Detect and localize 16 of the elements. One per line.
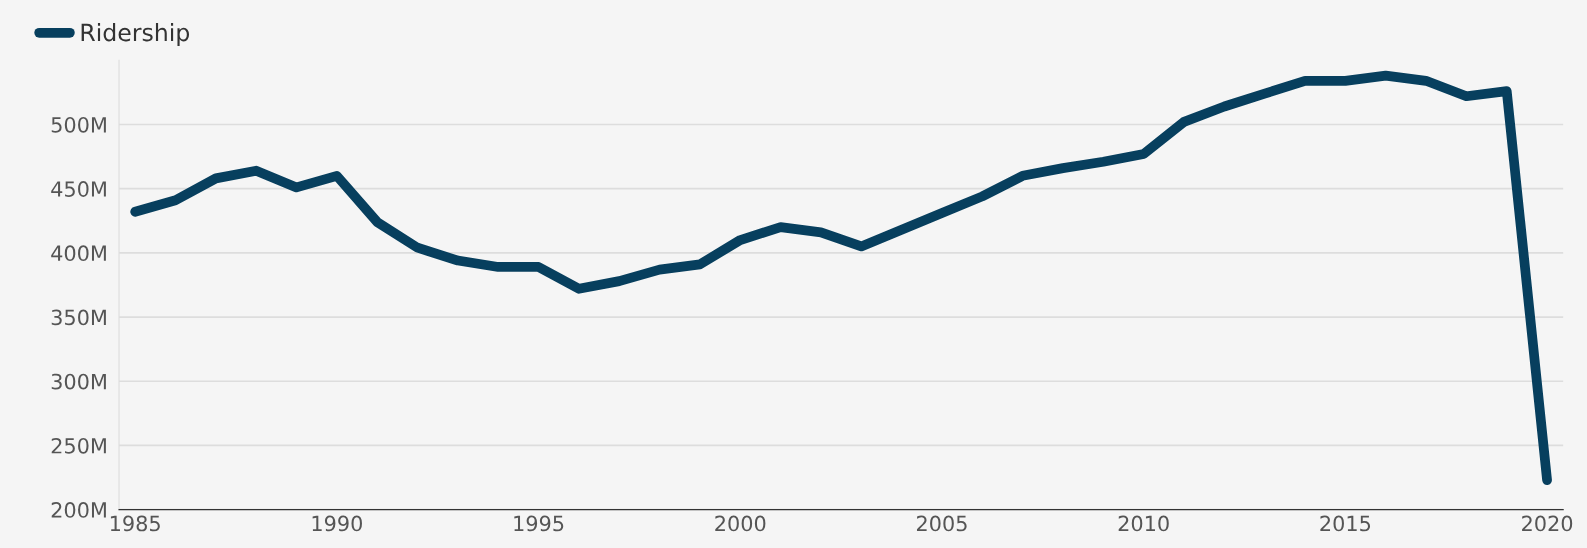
y-tick-label: 250M	[51, 437, 106, 454]
x-tick-label: 1995	[514, 515, 564, 532]
x-tick-label: 1985	[110, 515, 160, 532]
y-tick-label: 450M	[51, 181, 106, 197]
legend-label: Ridership	[81, 23, 190, 46]
x-tick-label: 2015	[1320, 515, 1371, 532]
y-tick-label: 400M	[51, 245, 106, 262]
x-tick-label: 2005	[916, 515, 967, 532]
y-tick-label: 500M	[51, 116, 106, 133]
y-tick-label: 300M	[51, 373, 106, 390]
x-tick-label: 2020	[1522, 515, 1573, 532]
x-tick-label: 2000	[715, 515, 766, 532]
x-tick-label: 2010	[1118, 515, 1169, 532]
y-tick-label: 350M	[51, 309, 106, 326]
x-tick-label: 1990	[312, 515, 362, 532]
y-tick-label: 200M	[51, 502, 106, 518]
